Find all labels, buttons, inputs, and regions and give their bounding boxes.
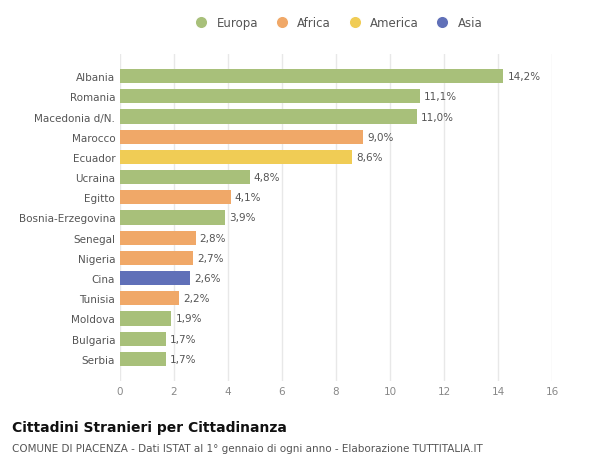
Bar [120, 211, 226, 225]
Text: 4,8%: 4,8% [254, 173, 280, 183]
Text: 11,0%: 11,0% [421, 112, 454, 122]
Bar [120, 110, 417, 124]
Text: 11,1%: 11,1% [424, 92, 457, 102]
Text: 4,1%: 4,1% [235, 193, 261, 203]
Bar [120, 70, 503, 84]
Text: 2,2%: 2,2% [184, 294, 210, 304]
Bar [120, 291, 179, 306]
Text: 14,2%: 14,2% [508, 72, 541, 82]
Text: COMUNE DI PIACENZA - Dati ISTAT al 1° gennaio di ogni anno - Elaborazione TUTTIT: COMUNE DI PIACENZA - Dati ISTAT al 1° ge… [12, 443, 483, 453]
Text: 3,9%: 3,9% [229, 213, 256, 223]
Text: 2,7%: 2,7% [197, 253, 223, 263]
Text: 1,7%: 1,7% [170, 354, 196, 364]
Text: 9,0%: 9,0% [367, 132, 394, 142]
Bar [120, 90, 420, 104]
Text: 2,8%: 2,8% [200, 233, 226, 243]
Bar [120, 332, 166, 346]
Bar [120, 151, 352, 165]
Bar [120, 191, 230, 205]
Bar [120, 251, 193, 265]
Bar [120, 271, 190, 285]
Text: 1,9%: 1,9% [175, 314, 202, 324]
Bar [120, 171, 250, 185]
Bar [120, 130, 363, 145]
Text: 8,6%: 8,6% [356, 152, 383, 162]
Text: Cittadini Stranieri per Cittadinanza: Cittadini Stranieri per Cittadinanza [12, 420, 287, 434]
Bar [120, 352, 166, 366]
Text: 1,7%: 1,7% [170, 334, 196, 344]
Bar [120, 231, 196, 245]
Legend: Europa, Africa, America, Asia: Europa, Africa, America, Asia [185, 12, 487, 34]
Bar [120, 312, 172, 326]
Text: 2,6%: 2,6% [194, 274, 221, 284]
